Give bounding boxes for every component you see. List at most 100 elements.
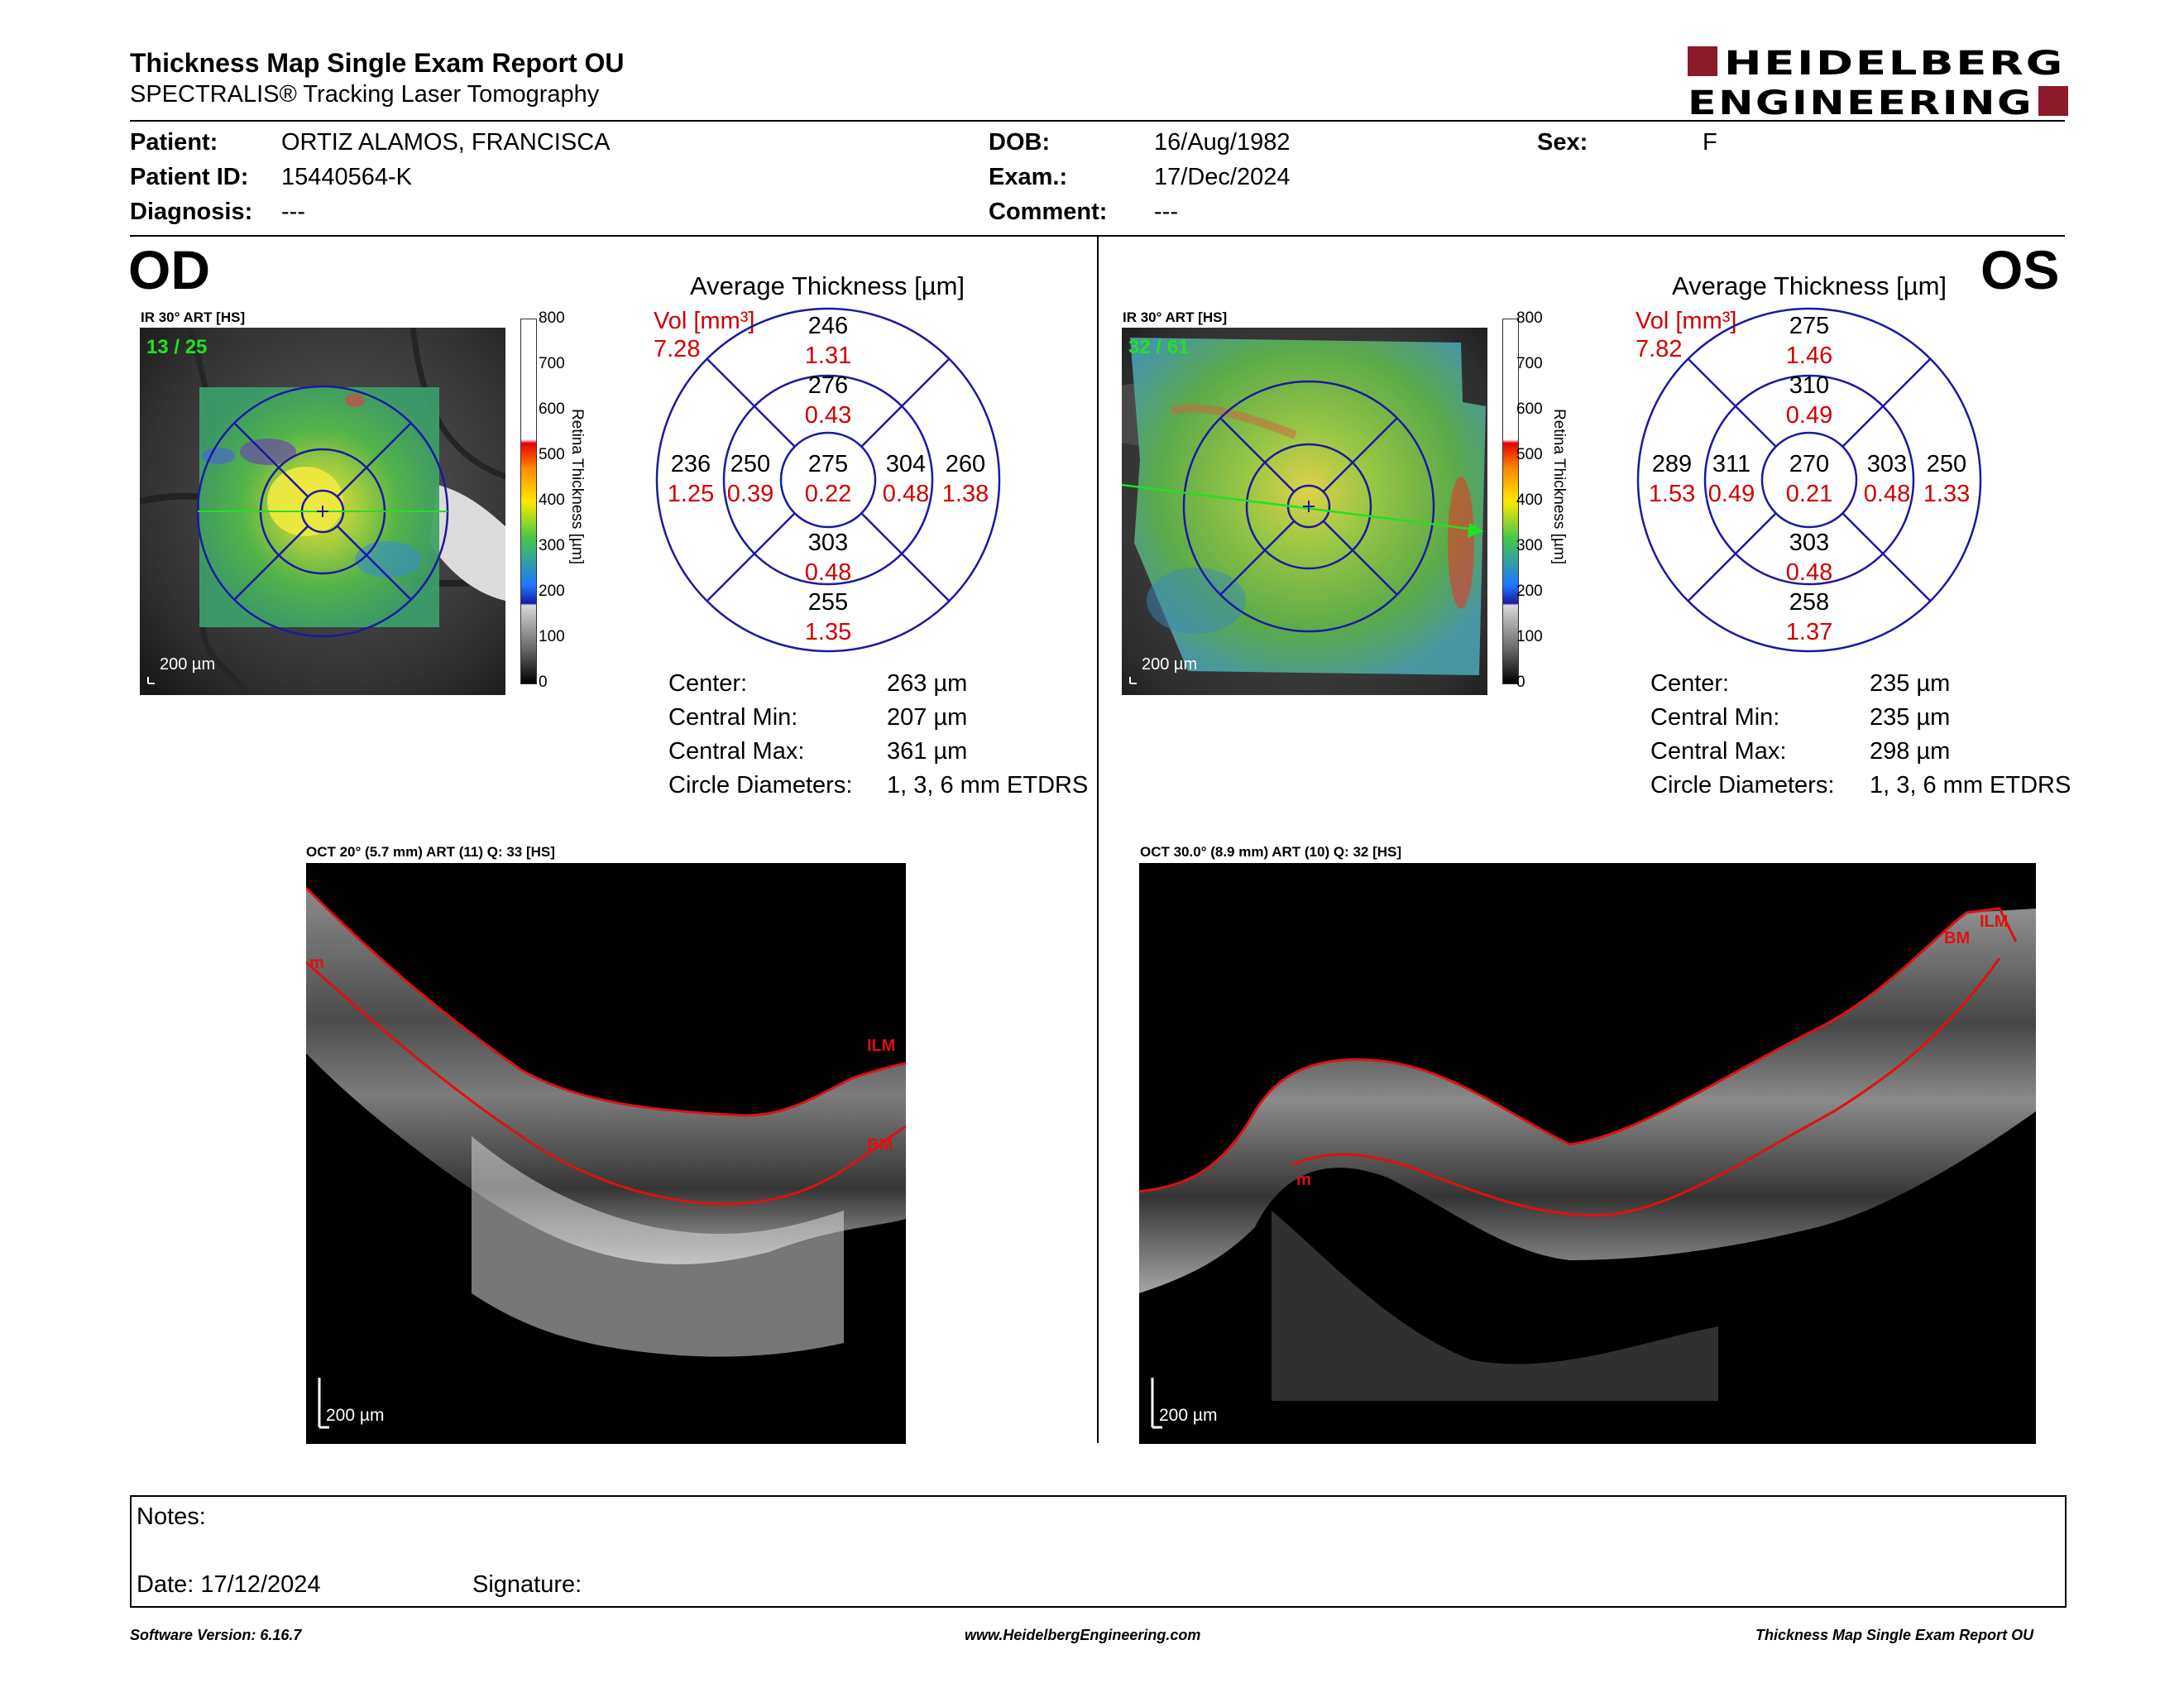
colorbar-tick: 200 bbox=[539, 583, 565, 600]
od-inner-superior-volume: 0.43 bbox=[804, 402, 852, 429]
colorbar-tick: 500 bbox=[1516, 446, 1543, 463]
os-inner-nasal-thickness: 311 bbox=[1712, 451, 1751, 477]
colorbar-tick: 800 bbox=[539, 309, 565, 327]
colorbar-tick: 0 bbox=[1516, 674, 1525, 691]
os-center-label: Center: bbox=[1650, 670, 1730, 697]
od-etdrs-grid bbox=[655, 307, 1001, 653]
os-inner-superior-thickness: 310 bbox=[1789, 372, 1830, 399]
os-central-min-value: 235 µm bbox=[1870, 704, 1951, 731]
os-outer-temporal-volume: 1.33 bbox=[1923, 481, 1971, 507]
os-oct-ilm-label: ILM bbox=[1980, 913, 2009, 931]
os-oct-bscan: ILM BM m 200 µm bbox=[1139, 863, 2036, 1444]
os-central-min-label: Central Min: bbox=[1650, 704, 1780, 731]
colorbar-tick: 200 bbox=[1516, 583, 1543, 600]
os-eye-label: OS bbox=[1980, 239, 2060, 300]
colorbar-tick: 0 bbox=[539, 674, 548, 691]
svg-text:ENGINEERING: ENGINEERING bbox=[1688, 84, 2033, 119]
os-etdrs-grid bbox=[1636, 307, 1982, 653]
od-central-min-value: 207 µm bbox=[887, 704, 968, 731]
colorbar-tick: 400 bbox=[539, 492, 565, 509]
os-center-value: 235 µm bbox=[1870, 670, 1951, 697]
os-outer-inferior-volume: 1.37 bbox=[1785, 619, 1833, 645]
os-central-max-label: Central Max: bbox=[1650, 738, 1787, 765]
colorbar-tick: 500 bbox=[539, 446, 565, 463]
notes-signature-label: Signature: bbox=[472, 1571, 582, 1598]
od-oct-bscan: ILM BM m 200 µm bbox=[306, 863, 906, 1444]
os-vol-total: 7.82 bbox=[1636, 336, 1683, 362]
od-fundus-caption: IR 30° ART [HS] bbox=[141, 309, 246, 325]
os-circle-diameters-label: Circle Diameters: bbox=[1650, 772, 1835, 798]
diagnosis-value: --- bbox=[281, 199, 305, 225]
od-inner-inferior-volume: 0.48 bbox=[804, 559, 852, 586]
od-circle-diameters-value: 1, 3, 6 mm ETDRS bbox=[887, 772, 1089, 798]
patient-label: Patient: bbox=[130, 129, 218, 156]
od-frame-counter: 13 / 25 bbox=[146, 336, 208, 358]
diagnosis-label: Diagnosis: bbox=[130, 199, 253, 225]
os-outer-temporal-thickness: 250 bbox=[1926, 451, 1967, 477]
od-inner-superior-thickness: 276 bbox=[807, 372, 849, 399]
os-outer-superior-volume: 1.46 bbox=[1785, 343, 1833, 369]
colorbar-tick: 800 bbox=[1516, 309, 1543, 327]
exam-date: 17/Dec/2024 bbox=[1154, 164, 1291, 190]
svg-text:HEIDELBERG: HEIDELBERG bbox=[1724, 45, 2065, 83]
od-oct-ilm-label: ILM bbox=[867, 1037, 896, 1055]
sex-value: F bbox=[1703, 129, 1717, 156]
os-inner-nasal-volume: 0.49 bbox=[1707, 481, 1755, 507]
od-central-max-value: 361 µm bbox=[887, 738, 968, 765]
dob-label: DOB: bbox=[989, 129, 1051, 156]
od-fundus-scale-bar: 200 µm bbox=[160, 655, 216, 674]
od-center-label: Center: bbox=[668, 670, 748, 697]
od-oct-caption: OCT 20° (5.7 mm) ART (11) Q: 33 [HS] bbox=[306, 844, 555, 860]
os-outer-nasal-volume: 1.53 bbox=[1648, 481, 1696, 507]
od-inner-temporal-volume: 0.48 bbox=[882, 481, 930, 507]
od-outer-inferior-volume: 1.35 bbox=[804, 619, 852, 645]
os-inner-inferior-volume: 0.48 bbox=[1785, 559, 1833, 586]
patient-name: ORTIZ ALAMOS, FRANCISCA bbox=[281, 129, 611, 156]
os-vol-label: Vol [mm³] bbox=[1636, 308, 1737, 334]
footer-software-version: Software Version: 6.16.7 bbox=[130, 1627, 302, 1643]
od-center-value: 263 µm bbox=[887, 670, 968, 697]
od-circle-diameters-label: Circle Diameters: bbox=[668, 772, 853, 798]
os-circle-diameters-value: 1, 3, 6 mm ETDRS bbox=[1870, 772, 2071, 798]
os-fundus-scale-bar: 200 µm bbox=[1142, 655, 1198, 674]
os-center-thickness: 270 bbox=[1789, 451, 1830, 477]
notes-date: Date: 17/12/2024 bbox=[136, 1571, 321, 1598]
od-center-volume: 0.22 bbox=[804, 481, 852, 507]
patient-divider bbox=[130, 235, 2065, 237]
colorbar-tick: 700 bbox=[539, 355, 565, 372]
od-fundus-thickness-map: 13 / 25 200 µm bbox=[140, 328, 505, 695]
od-eye-label: OD bbox=[128, 239, 210, 300]
comment-label: Comment: bbox=[989, 199, 1108, 225]
os-central-max-value: 298 µm bbox=[1870, 738, 1951, 765]
notes-box: Notes: Date: 17/12/2024 Signature: bbox=[130, 1495, 2067, 1608]
exam-label: Exam.: bbox=[989, 164, 1068, 190]
os-frame-counter: 32 / 61 bbox=[1128, 336, 1190, 358]
os-inner-temporal-volume: 0.48 bbox=[1863, 481, 1911, 507]
od-outer-temporal-volume: 1.38 bbox=[941, 481, 989, 507]
sex-label: Sex: bbox=[1537, 129, 1588, 156]
os-inner-inferior-thickness: 303 bbox=[1789, 530, 1830, 556]
os-center-volume: 0.21 bbox=[1785, 481, 1833, 507]
od-inner-nasal-volume: 0.39 bbox=[726, 481, 774, 507]
os-oct-m-label: m bbox=[1296, 1171, 1311, 1189]
od-vol-total: 7.28 bbox=[654, 336, 701, 362]
od-outer-temporal-thickness: 260 bbox=[945, 451, 986, 477]
footer-website: www.HeidelbergEngineering.com bbox=[965, 1627, 1201, 1643]
colorbar-tick: 700 bbox=[1516, 355, 1543, 372]
report-subtitle: SPECTRALIS® Tracking Laser Tomography bbox=[130, 81, 600, 108]
colorbar-tick: 600 bbox=[1516, 400, 1543, 418]
od-colorbar bbox=[520, 319, 537, 684]
od-inner-nasal-thickness: 250 bbox=[730, 451, 771, 477]
os-fundus-thickness-map: 32 / 61 200 µm bbox=[1122, 328, 1487, 695]
os-fundus-caption: IR 30° ART [HS] bbox=[1123, 309, 1228, 325]
colorbar-tick: 100 bbox=[1516, 628, 1543, 645]
os-outer-superior-thickness: 275 bbox=[1789, 313, 1830, 339]
os-colorbar bbox=[1502, 319, 1519, 684]
od-outer-inferior-thickness: 255 bbox=[807, 589, 849, 616]
colorbar-tick: 600 bbox=[539, 400, 565, 418]
od-vol-label: Vol [mm³] bbox=[654, 308, 755, 334]
os-outer-inferior-thickness: 258 bbox=[1789, 589, 1830, 616]
patient-id: 15440564-K bbox=[281, 164, 413, 190]
os-inner-temporal-thickness: 303 bbox=[1866, 451, 1908, 477]
colorbar-tick: 300 bbox=[1516, 537, 1543, 554]
